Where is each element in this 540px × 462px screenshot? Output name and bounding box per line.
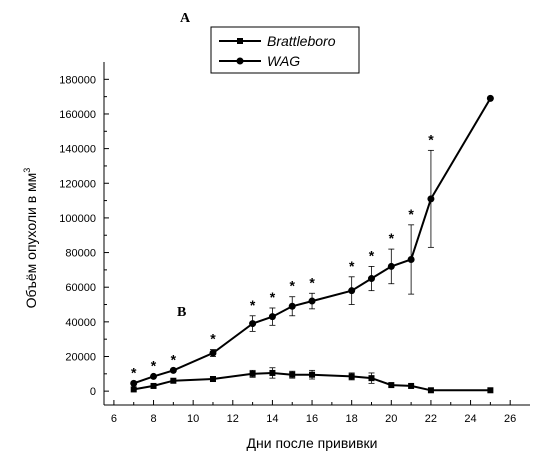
data-point	[308, 297, 316, 305]
y-axis-title: Объём опухоли в мм3	[22, 168, 39, 309]
x-tick-label: 10	[187, 413, 199, 425]
series-line-wag	[133, 97, 492, 385]
series-layer: * * * * * * * * * * * * *	[130, 94, 494, 394]
legend-label-wag: WAG	[267, 53, 300, 69]
panel-label-a: A	[180, 11, 191, 26]
x-tick-label: 16	[306, 413, 318, 425]
x-axis-title: Дни после прививки	[247, 435, 378, 451]
data-point	[130, 386, 137, 393]
y-tick-label: 20000	[65, 351, 96, 363]
significance-star: *	[369, 247, 375, 263]
data-point	[289, 371, 296, 378]
data-point	[367, 275, 375, 283]
data-point	[368, 375, 375, 382]
axes: 6 8 10 12 14 16 18 20 22 24 26 0 20000 40000 60000 8000…	[59, 62, 530, 425]
series-brattleboro	[130, 367, 494, 394]
y-tick-label: 180000	[59, 74, 96, 86]
significance-star: *	[408, 206, 414, 222]
significance-star: *	[428, 131, 434, 147]
significance-star: *	[151, 357, 157, 373]
data-point	[348, 287, 356, 295]
legend: Brattleboro WAG	[210, 26, 360, 74]
y-tick-label: 160000	[59, 109, 96, 121]
data-point	[407, 255, 415, 263]
y-tick-label: 40000	[65, 317, 96, 329]
y-axis-title-main: Объём опухоли в мм	[23, 173, 39, 309]
legend-marker-wag	[236, 57, 244, 65]
y-tick-label: 140000	[59, 144, 96, 156]
data-point	[487, 387, 494, 394]
x-tick-label: 6	[111, 413, 117, 425]
data-point	[169, 366, 177, 374]
significance-star: *	[270, 289, 276, 305]
data-point	[486, 94, 494, 102]
legend-box	[210, 26, 360, 74]
y-tick-label: 120000	[59, 178, 96, 190]
legend-marker-brattleboro	[237, 38, 243, 44]
data-point	[269, 369, 276, 376]
x-tick-label: 20	[385, 413, 397, 425]
significance-star: *	[309, 274, 315, 290]
labels-layer: A B Дни после прививки Объём опухоли в м…	[22, 11, 377, 451]
y-axis-title-superscript: 3	[22, 168, 32, 173]
x-tick-label: 26	[504, 413, 516, 425]
x-tick-label: 12	[227, 413, 239, 425]
panel-label-b: B	[177, 305, 186, 320]
x-tick-label: 24	[464, 413, 476, 425]
y-tick-label: 80000	[65, 248, 96, 260]
significance-star: *	[290, 278, 296, 294]
significance-star: *	[250, 297, 256, 313]
x-tick-label: 14	[266, 413, 278, 425]
data-point	[150, 382, 157, 389]
data-point	[249, 320, 257, 328]
data-point	[209, 376, 216, 383]
data-point	[288, 302, 296, 310]
data-point	[427, 195, 435, 203]
significance-star: *	[210, 331, 216, 347]
y-tick-label: 0	[90, 386, 96, 398]
data-point	[387, 262, 395, 270]
x-tick-label: 22	[425, 413, 437, 425]
data-point	[249, 370, 256, 377]
significance-star: *	[171, 351, 177, 367]
data-point	[268, 313, 276, 321]
data-point	[130, 379, 138, 387]
data-point	[170, 377, 177, 384]
significance-star: *	[131, 364, 137, 380]
significance-star: *	[349, 258, 355, 274]
x-tick-label: 8	[150, 413, 156, 425]
x-tick-label: 18	[346, 413, 358, 425]
data-point	[427, 387, 434, 394]
data-point	[388, 382, 395, 389]
series-line-brattleboro	[133, 371, 491, 392]
series-wag: * * * * * * * * * * * * *	[130, 94, 494, 387]
data-point	[150, 372, 158, 380]
data-point	[348, 373, 355, 380]
significance-star: *	[389, 230, 395, 246]
data-point	[408, 382, 415, 389]
y-tick-label: 100000	[59, 213, 96, 225]
data-point	[309, 371, 316, 378]
data-point	[209, 349, 217, 357]
y-tick-label: 60000	[65, 282, 96, 294]
legend-label-brattleboro: Brattleboro	[267, 33, 336, 49]
